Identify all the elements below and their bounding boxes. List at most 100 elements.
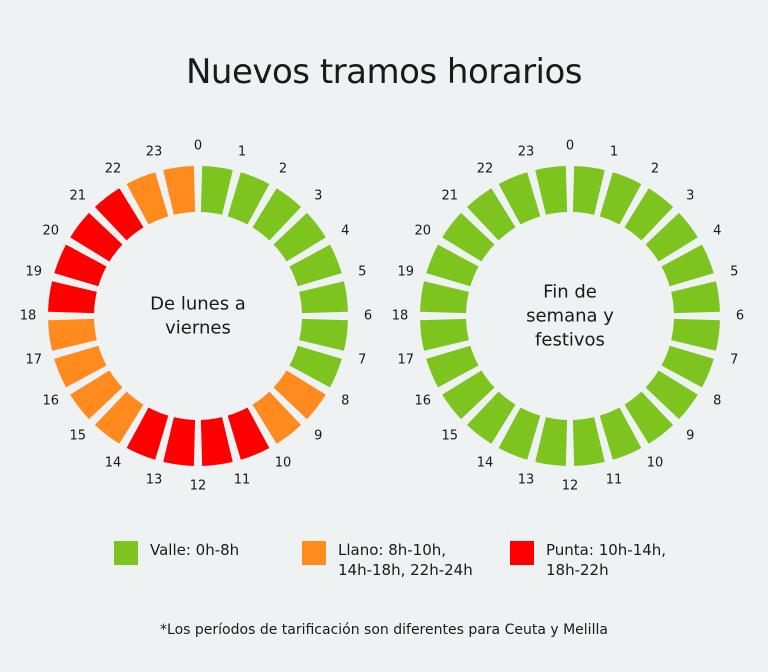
hour-segment-8: [645, 370, 698, 420]
hour-segment-15: [442, 370, 495, 420]
hour-label-22: 22: [477, 161, 494, 176]
hour-segment-14: [94, 391, 144, 444]
weekend-clock-wheel: 0 1234567891011121314151617181920212223Fi…: [392, 139, 744, 494]
hour-label-20: 20: [415, 224, 432, 239]
legend-label-punta: Punta: 10h-14h, 18h-22h: [546, 541, 667, 579]
hour-label-18: 18: [392, 309, 409, 324]
legend-item-valle: Valle: 0h-8h: [114, 540, 239, 565]
hour-label-6: 6: [364, 309, 372, 324]
hour-label-9: 9: [686, 429, 694, 444]
hour-label-13: 13: [518, 473, 535, 488]
hour-segment-20: [70, 212, 123, 262]
hour-label-1: 1: [238, 144, 246, 159]
hour-segment-11: [572, 417, 605, 466]
hour-segment-21: [466, 188, 516, 241]
hour-segment-2: [252, 188, 302, 241]
hour-segment-16: [426, 345, 479, 388]
wheel-center-label: Fin de: [543, 282, 597, 303]
hour-segment-3: [645, 212, 698, 262]
hour-label-4: 4: [713, 224, 721, 239]
hour-segment-12: [535, 417, 568, 466]
hour-label-10: 10: [647, 456, 664, 471]
hour-label-5: 5: [358, 265, 366, 280]
hour-segment-22: [126, 172, 169, 225]
hour-label-5: 5: [730, 265, 738, 280]
hour-segment-10: [227, 407, 270, 460]
hour-label-22: 22: [105, 161, 122, 176]
legend-swatch-punta: [510, 541, 534, 565]
hour-label-8: 8: [341, 394, 349, 409]
hour-segment-7: [661, 345, 714, 388]
hour-label-23: 23: [146, 144, 163, 159]
hour-label-3: 3: [314, 188, 322, 203]
hour-label-10: 10: [275, 456, 292, 471]
footnote: *Los períodos de tarificación son difere…: [160, 622, 608, 638]
hour-segment-1: [227, 172, 270, 225]
hour-segment-3: [273, 212, 326, 262]
hour-label-6: 6: [736, 309, 744, 324]
hour-label-8: 8: [713, 394, 721, 409]
wheel-center-label: semana y: [526, 306, 614, 327]
hour-segment-0: [200, 166, 233, 215]
hour-label-19: 19: [26, 265, 43, 280]
hour-segment-7: [289, 345, 342, 388]
hour-segment-22: [498, 172, 541, 225]
wheel-center-label: De lunes a: [150, 294, 246, 315]
wheel-center-label: viernes: [165, 318, 231, 339]
page-title: Nuevos tramos horarios: [185, 52, 583, 92]
hour-label-7: 7: [358, 352, 366, 367]
hour-label-17: 17: [398, 352, 415, 367]
hour-segment-23: [163, 166, 196, 215]
hour-label-3: 3: [686, 188, 694, 203]
hour-segment-5: [299, 281, 348, 314]
hour-label-20: 20: [43, 224, 60, 239]
hour-segment-19: [54, 244, 107, 287]
hour-label-2: 2: [279, 161, 287, 176]
hour-label-4: 4: [341, 224, 349, 239]
hour-label-14: 14: [477, 456, 494, 471]
hour-segment-2: [624, 188, 674, 241]
hour-segment-6: [299, 318, 348, 351]
hour-label-14: 14: [105, 456, 122, 471]
legend-label-llano: Llano: 8h-10h, 14h-18h, 22h-24h: [338, 541, 473, 579]
hour-segment-16: [54, 345, 107, 388]
hour-segment-4: [289, 244, 342, 287]
hour-segment-17: [48, 318, 97, 351]
hour-segment-14: [466, 391, 516, 444]
hour-label-12: 12: [562, 479, 579, 494]
weekday-clock-wheel: 0 1234567891011121314151617181920212223De…: [20, 139, 372, 494]
hour-label-21: 21: [70, 188, 87, 203]
hour-label-12: 12: [190, 479, 207, 494]
hour-segment-1: [599, 172, 642, 225]
hour-segment-9: [624, 391, 674, 444]
legend-swatch-valle: [114, 541, 138, 565]
hour-segment-13: [498, 407, 541, 460]
hour-segment-18: [48, 281, 97, 314]
hour-segment-5: [671, 281, 720, 314]
hour-label-23: 23: [518, 144, 535, 159]
hour-segment-13: [126, 407, 169, 460]
hour-segment-15: [70, 370, 123, 420]
hour-label-17: 17: [26, 352, 43, 367]
hour-label-16: 16: [43, 394, 60, 409]
hour-label-7: 7: [730, 352, 738, 367]
hour-segment-12: [163, 417, 196, 466]
hour-label-21: 21: [442, 188, 459, 203]
hour-segment-17: [420, 318, 469, 351]
hour-label-11: 11: [234, 473, 251, 488]
hour-label-0: 0: [566, 139, 574, 154]
hour-label-11: 11: [606, 473, 623, 488]
hour-segment-11: [200, 417, 233, 466]
hour-segment-8: [273, 370, 326, 420]
hour-label-0: 0: [194, 139, 202, 154]
hour-label-1: 1: [610, 144, 618, 159]
legend-label-valle: Valle: 0h-8h: [150, 541, 240, 559]
hour-segment-10: [599, 407, 642, 460]
hour-label-13: 13: [146, 473, 163, 488]
legend-swatch-llano: [302, 541, 326, 565]
hour-label-19: 19: [398, 265, 415, 280]
hour-label-15: 15: [442, 429, 459, 444]
hour-segment-19: [426, 244, 479, 287]
wheel-center-label: festivos: [535, 330, 605, 351]
legend-item-llano: Llano: 8h-10h, 14h-18h, 22h-24h: [302, 540, 473, 580]
